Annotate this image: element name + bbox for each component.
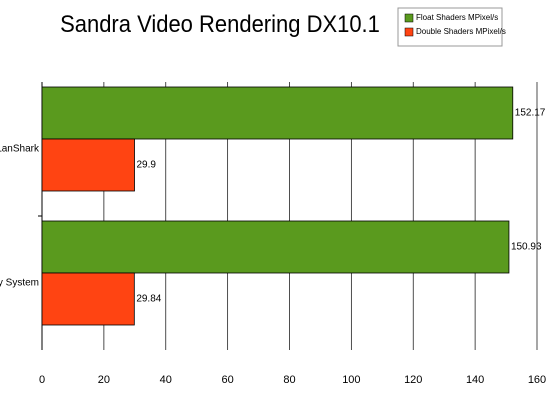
x-tick-label: 100 (342, 374, 360, 386)
x-tick-label: 20 (98, 374, 110, 386)
x-tick-label: 0 (39, 374, 45, 386)
y-tick-label: My System (0, 278, 39, 289)
bar (41, 138, 135, 192)
data-label: 29.9 (137, 160, 157, 171)
data-label: 150.93 (511, 242, 542, 253)
legend-swatch (404, 27, 414, 37)
bar (41, 86, 514, 140)
data-label: 29.84 (136, 294, 161, 305)
x-tick-label: 80 (283, 374, 295, 386)
chart-title: Sandra Video Rendering DX10.1 (60, 10, 380, 37)
x-tick-label: 120 (404, 374, 422, 386)
x-tick-label: 160 (528, 374, 546, 386)
bar (41, 272, 135, 326)
legend-label: Double Shaders MPixel/s (416, 27, 506, 36)
legend-swatch (404, 13, 414, 23)
legend-label: Float Shaders MPixel/s (416, 13, 498, 22)
legend (397, 7, 503, 47)
x-tick-label: 60 (222, 374, 234, 386)
bar (41, 220, 510, 274)
data-label: 152.17 (515, 108, 546, 119)
x-tick-label: 40 (160, 374, 172, 386)
x-tick-label: 140 (466, 374, 484, 386)
y-tick-label: LanShark (0, 144, 40, 155)
legend-box (397, 7, 503, 47)
